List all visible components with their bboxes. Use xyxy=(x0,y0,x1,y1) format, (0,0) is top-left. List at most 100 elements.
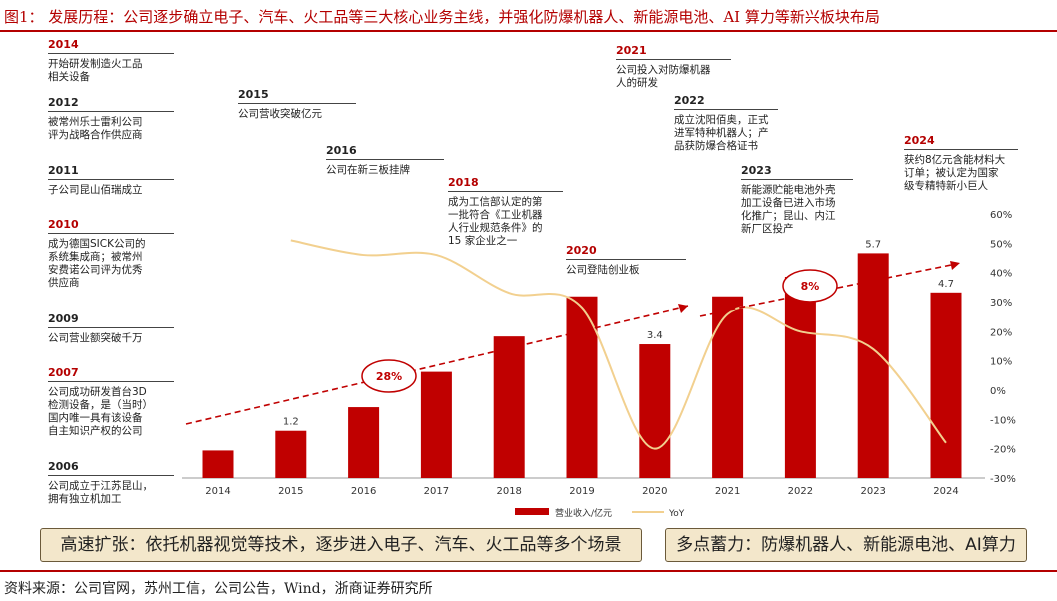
annotation-2015-line: 公司营收突破亿元 xyxy=(238,108,322,120)
revenue-bar xyxy=(493,336,525,478)
legend-line-label: YoY xyxy=(668,509,685,519)
annotation-2023-line: 新能源贮能电池外壳 xyxy=(741,184,836,196)
timeline-entry-2006-year: 2006 xyxy=(48,460,174,476)
trend-arrow-1-head xyxy=(678,304,688,313)
annotation-2022-line: 进军特种机器人；产 xyxy=(674,127,769,139)
timeline-entry-2010-line: 供应商 xyxy=(48,277,80,289)
annotation-2022-line: 成立沈阳佰奥，正式 xyxy=(674,114,769,126)
annotation-2024-line: 订单；被认定为国家 xyxy=(904,167,999,179)
legend-bar-swatch xyxy=(515,508,549,515)
y-right-tick-label: 30% xyxy=(990,298,1012,309)
annotation-2018-line: 成为工信部认定的第 xyxy=(448,196,543,208)
banner-rapid-expansion: 高速扩张：依托机器视觉等技术，逐步进入电子、汽车、火工品等多个场景 xyxy=(40,528,642,562)
cagr-ellipse xyxy=(782,269,838,303)
y-right-tick-label: 60% xyxy=(990,210,1012,221)
timeline-entry-2012: 2012 被常州乐士雷利公司 评为战略合作供应商 xyxy=(48,96,174,142)
revenue-bar xyxy=(639,344,671,478)
timeline-entry-2012-line: 被常州乐士雷利公司 xyxy=(48,116,143,128)
bar-data-label: 4.7 xyxy=(938,279,954,290)
yoy-line xyxy=(290,239,947,450)
x-tick-label: 2014 xyxy=(205,486,230,497)
annotation-2024-line: 级专精特新小巨人 xyxy=(904,180,988,192)
cagr-ellipse xyxy=(361,359,417,393)
trend-arrow-2-head xyxy=(950,261,960,270)
timeline-entry-2014-line: 相关设备 xyxy=(48,71,90,83)
timeline-entry-2010-line: 成为德国SICK公司的 xyxy=(48,238,146,250)
annotation-2022: 2022 成立沈阳佰奥，正式 进军特种机器人；产 品获防爆合格证书 xyxy=(674,94,778,153)
x-tick-label: 2018 xyxy=(496,486,521,497)
y-right-tick-label: -10% xyxy=(990,415,1016,426)
revenue-bar xyxy=(275,430,307,478)
x-tick-label: 2023 xyxy=(860,486,885,497)
annotation-2020-line: 公司登陆创业板 xyxy=(566,264,640,276)
timeline-entry-2007-line: 自主知识产权的公司 xyxy=(48,425,143,437)
timeline-entry-2014: 2014 开始研发制造火工品 相关设备 xyxy=(48,38,174,84)
timeline-entry-2014-line: 开始研发制造火工品 xyxy=(48,58,143,70)
timeline-entry-2010-line: 系统集成商；被常州 xyxy=(48,251,143,263)
timeline-entry-2010-year: 2010 xyxy=(48,218,174,234)
x-tick-label: 2020 xyxy=(642,486,667,497)
timeline-entry-2007: 2007 公司成功研发首台3D 检测设备，是（当时） 国内唯一具有该设备 自主知识产权的… xyxy=(48,366,174,438)
x-tick-label: 2015 xyxy=(278,486,303,497)
annotation-2021: 2021 公司投入对防爆机器 人的研发 xyxy=(616,44,731,90)
annotation-2015-year: 2015 xyxy=(238,88,356,104)
timeline-entry-2007-year: 2007 xyxy=(48,366,174,382)
revenue-bar xyxy=(784,277,816,478)
revenue-bar xyxy=(566,296,598,478)
annotation-2022-line: 品获防爆合格证书 xyxy=(674,140,758,152)
timeline-entry-2011: 2011 子公司昆山佰瑞成立 xyxy=(48,164,174,197)
timeline-entry-2009-year: 2009 xyxy=(48,312,174,328)
y-right-tick-label: 40% xyxy=(990,269,1012,280)
annotation-2016-year: 2016 xyxy=(326,144,444,160)
bar-data-label: 5.7 xyxy=(865,239,881,250)
cagr-label: 28% xyxy=(376,370,402,383)
timeline-entry-2010-line: 安费诺公司评为优秀 xyxy=(48,264,143,276)
timeline-entry-2009: 2009 公司营业额突破千万 xyxy=(48,312,174,345)
y-right-tick-label: 50% xyxy=(990,239,1012,250)
y-right-tick-label: -20% xyxy=(990,445,1016,456)
revenue-bar xyxy=(712,296,744,478)
revenue-bar xyxy=(857,253,889,478)
annotation-2018: 2018 成为工信部认定的第 一批符合《工业机器 人行业规范条件》的 15 家企业之一 xyxy=(448,176,563,248)
timeline-entry-2012-year: 2012 xyxy=(48,96,174,112)
timeline-entry-2007-line: 检测设备，是（当时） xyxy=(48,399,153,411)
annotation-2023: 2023 新能源贮能电池外壳 加工设备已进入市场 化推广；昆山、内江 新厂区投产 xyxy=(741,164,853,236)
timeline-entry-2006-line: 公司成立于江苏昆山， xyxy=(48,480,153,492)
y-right-tick-label: 10% xyxy=(990,357,1012,368)
timeline-entry-2007-line: 国内唯一具有该设备 xyxy=(48,412,143,424)
timeline-entry-2009-line: 公司营业额突破千万 xyxy=(48,332,143,344)
annotation-2020-year: 2020 xyxy=(566,244,686,260)
timeline-entry-2006: 2006 公司成立于江苏昆山， 拥有独立机加工 xyxy=(48,460,174,506)
annotation-2024: 2024 获约8亿元含能材料大 订单；被认定为国家 级专精特新小巨人 xyxy=(904,134,1018,193)
y-right-tick-label: 0% xyxy=(990,386,1006,397)
annotation-2016-line: 公司在新三板挂牌 xyxy=(326,164,410,176)
timeline-entry-2011-year: 2011 xyxy=(48,164,174,180)
timeline-entry-2014-year: 2014 xyxy=(48,38,174,54)
annotation-2018-line: 一批符合《工业机器 xyxy=(448,209,543,221)
annotation-2024-year: 2024 xyxy=(904,134,1018,150)
revenue-bar xyxy=(930,292,962,478)
x-tick-label: 2022 xyxy=(788,486,813,497)
trend-arrow-1 xyxy=(185,305,689,425)
source-note: 资料来源：公司官网，苏州工信，公司公告，Wind，浙商证券研究所 xyxy=(4,581,433,597)
annotation-2015: 2015 公司营收突破亿元 xyxy=(238,88,356,121)
annotation-2021-year: 2021 xyxy=(616,44,731,60)
annotation-2023-line: 化推广；昆山、内江 xyxy=(741,210,836,222)
y-right-tick-label: -30% xyxy=(990,474,1016,485)
annotation-2023-year: 2023 xyxy=(741,164,853,180)
x-tick-label: 2019 xyxy=(569,486,594,497)
revenue-bar xyxy=(348,407,380,478)
source-divider xyxy=(0,570,1057,572)
x-tick-label: 2016 xyxy=(351,486,376,497)
annotation-2018-year: 2018 xyxy=(448,176,563,192)
timeline-entry-2006-line: 拥有独立机加工 xyxy=(48,493,122,505)
timeline-entry-2012-line: 评为战略合作供应商 xyxy=(48,129,143,141)
title-divider xyxy=(0,30,1057,32)
banner-multi-growth: 多点蓄力：防爆机器人、新能源电池、AI算力 xyxy=(665,528,1027,562)
y-right-tick-label: 20% xyxy=(990,327,1012,338)
x-tick-label: 2017 xyxy=(424,486,449,497)
bar-data-label: 1.2 xyxy=(283,417,299,428)
annotation-2021-line: 人的研发 xyxy=(616,77,658,89)
cagr-label: 8% xyxy=(801,280,820,293)
